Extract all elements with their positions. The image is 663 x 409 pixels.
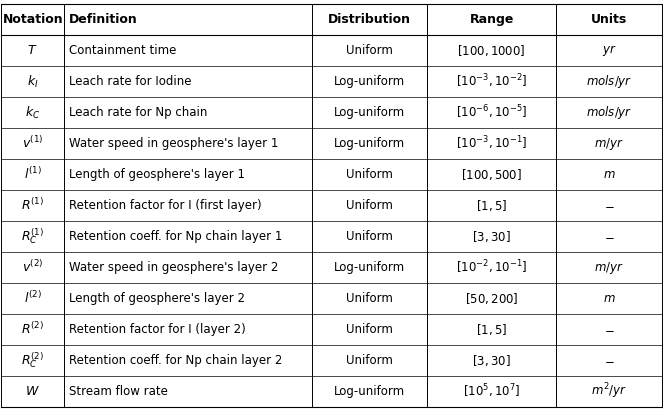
Text: Uniform: Uniform	[346, 354, 393, 367]
Text: Uniform: Uniform	[346, 44, 393, 57]
Text: $l^{(1)}$: $l^{(1)}$	[24, 166, 42, 182]
Text: $m$: $m$	[603, 168, 615, 181]
Text: $[10^{-6}, 10^{-5}]$: $[10^{-6}, 10^{-5}]$	[456, 104, 527, 121]
Text: Retention factor for I (layer 2): Retention factor for I (layer 2)	[70, 323, 246, 336]
Text: $-$: $-$	[603, 354, 614, 367]
Text: Length of geosphere's layer 1: Length of geosphere's layer 1	[70, 168, 245, 181]
Text: Range: Range	[469, 13, 514, 26]
Text: $R^{(2)}$: $R^{(2)}$	[21, 321, 44, 337]
Text: Log-uniform: Log-uniform	[334, 106, 405, 119]
Text: Retention factor for I (first layer): Retention factor for I (first layer)	[70, 199, 262, 212]
Text: Units: Units	[591, 13, 627, 26]
Text: $[10^5, 10^7]$: $[10^5, 10^7]$	[463, 383, 520, 400]
Text: $[10^{-2}, 10^{-1}]$: $[10^{-2}, 10^{-1}]$	[456, 259, 527, 276]
Text: $yr$: $yr$	[601, 43, 616, 58]
Text: $m/yr$: $m/yr$	[594, 135, 624, 152]
Text: Distribution: Distribution	[328, 13, 411, 26]
Text: Retention coeff. for Np chain layer 2: Retention coeff. for Np chain layer 2	[70, 354, 282, 367]
Text: Uniform: Uniform	[346, 323, 393, 336]
Text: $m$: $m$	[603, 292, 615, 305]
Text: Log-uniform: Log-uniform	[334, 261, 405, 274]
Text: Leach rate for Np chain: Leach rate for Np chain	[70, 106, 208, 119]
Text: $k_I$: $k_I$	[27, 74, 38, 90]
Text: Log-uniform: Log-uniform	[334, 75, 405, 88]
Text: Definition: Definition	[70, 13, 138, 26]
Text: $W$: $W$	[25, 385, 40, 398]
Text: $v^{(2)}$: $v^{(2)}$	[22, 260, 44, 275]
Text: $R_C^{(2)}$: $R_C^{(2)}$	[21, 351, 44, 370]
Text: Uniform: Uniform	[346, 292, 393, 305]
Text: $[1, 5]$: $[1, 5]$	[476, 322, 507, 337]
Text: Retention coeff. for Np chain layer 1: Retention coeff. for Np chain layer 1	[70, 230, 282, 243]
Text: $[3, 30]$: $[3, 30]$	[472, 353, 511, 368]
Text: $m/yr$: $m/yr$	[594, 259, 624, 276]
Text: $mols/yr$: $mols/yr$	[585, 73, 632, 90]
Text: $[3, 30]$: $[3, 30]$	[472, 229, 511, 244]
Text: $-$: $-$	[603, 199, 614, 212]
Text: $-$: $-$	[603, 323, 614, 336]
Text: $[50, 200]$: $[50, 200]$	[465, 291, 518, 306]
Text: Uniform: Uniform	[346, 168, 393, 181]
Text: $[1, 5]$: $[1, 5]$	[476, 198, 507, 213]
Text: $T$: $T$	[27, 44, 38, 57]
Text: $k_C$: $k_C$	[25, 105, 40, 121]
Text: Water speed in geosphere's layer 2: Water speed in geosphere's layer 2	[70, 261, 278, 274]
Text: Leach rate for Iodine: Leach rate for Iodine	[70, 75, 192, 88]
Text: Stream flow rate: Stream flow rate	[70, 385, 168, 398]
Text: $[100, 1000]$: $[100, 1000]$	[457, 43, 526, 58]
Text: Containment time: Containment time	[70, 44, 177, 57]
Text: $[10^{-3}, 10^{-1}]$: $[10^{-3}, 10^{-1}]$	[456, 135, 527, 152]
Text: Length of geosphere's layer 2: Length of geosphere's layer 2	[70, 292, 245, 305]
Text: Uniform: Uniform	[346, 199, 393, 212]
Text: $v^{(1)}$: $v^{(1)}$	[22, 136, 44, 151]
Text: $[100, 500]$: $[100, 500]$	[461, 167, 522, 182]
Text: $R_C^{(1)}$: $R_C^{(1)}$	[21, 227, 44, 246]
Text: Water speed in geosphere's layer 1: Water speed in geosphere's layer 1	[70, 137, 278, 150]
Text: Uniform: Uniform	[346, 230, 393, 243]
Text: $-$: $-$	[603, 230, 614, 243]
Text: Log-uniform: Log-uniform	[334, 385, 405, 398]
Text: $[10^{-3}, 10^{-2}]$: $[10^{-3}, 10^{-2}]$	[456, 73, 527, 90]
Text: $m^{2}/yr$: $m^{2}/yr$	[591, 382, 627, 401]
Text: $l^{(2)}$: $l^{(2)}$	[24, 290, 42, 306]
Text: $mols/yr$: $mols/yr$	[585, 104, 632, 121]
Text: Notation: Notation	[3, 13, 63, 26]
Text: Log-uniform: Log-uniform	[334, 137, 405, 150]
Text: $R^{(1)}$: $R^{(1)}$	[21, 198, 44, 213]
